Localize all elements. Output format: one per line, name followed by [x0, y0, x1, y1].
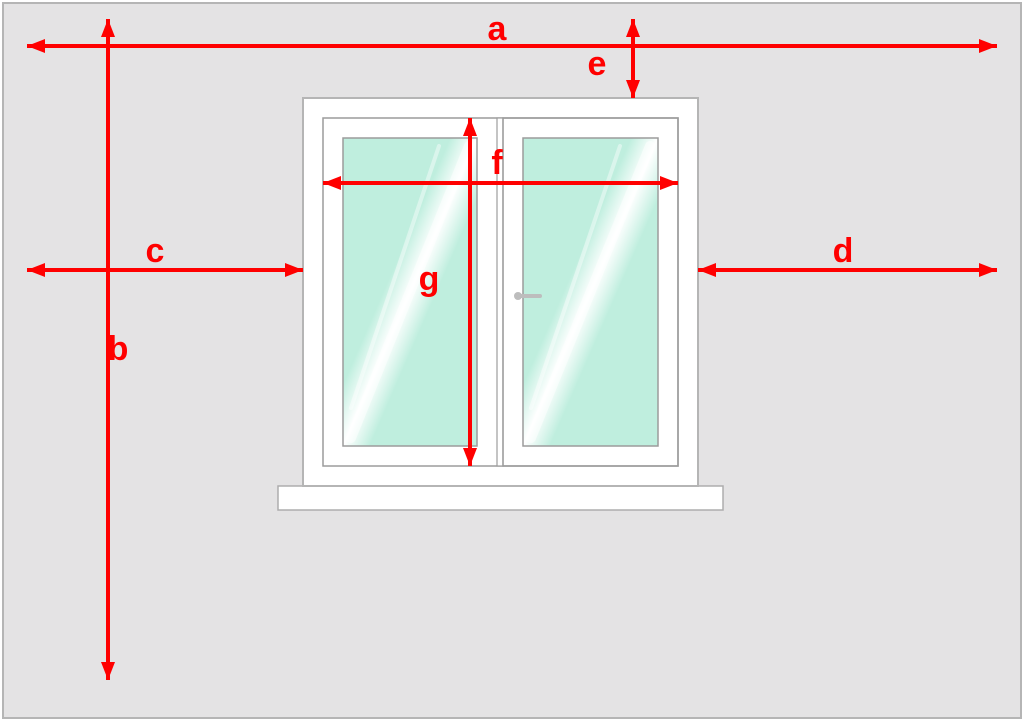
diagram-canvas: abcdefg — [0, 0, 1024, 721]
window-mullion — [497, 118, 503, 466]
window — [278, 98, 723, 510]
diagram-svg — [0, 0, 1024, 721]
windowsill — [278, 486, 723, 510]
